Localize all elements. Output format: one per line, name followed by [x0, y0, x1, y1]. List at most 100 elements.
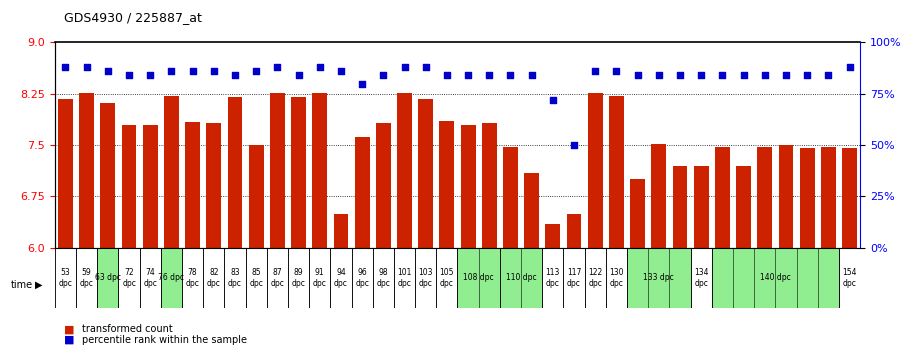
Text: ■: ■ [64, 324, 74, 334]
Point [545, 97, 560, 103]
Point [376, 73, 391, 78]
FancyBboxPatch shape [203, 248, 224, 308]
Point [249, 68, 264, 74]
Point [418, 64, 433, 70]
Text: 110 dpc: 110 dpc [506, 273, 536, 282]
Point [842, 64, 856, 70]
Text: 117
dpc: 117 dpc [567, 268, 581, 287]
Point [609, 68, 624, 74]
FancyBboxPatch shape [288, 248, 309, 308]
FancyBboxPatch shape [55, 248, 76, 308]
Bar [673, 166, 687, 248]
Point [800, 73, 814, 78]
Text: 105
dpc: 105 dpc [439, 268, 454, 287]
Bar [355, 137, 370, 248]
Point [164, 68, 178, 74]
Point [651, 73, 666, 78]
Bar [503, 147, 518, 248]
FancyBboxPatch shape [267, 248, 288, 308]
Bar [524, 172, 539, 248]
Text: 130
dpc: 130 dpc [609, 268, 624, 287]
Text: 63 dpc: 63 dpc [95, 273, 121, 282]
Point [355, 81, 370, 86]
FancyBboxPatch shape [458, 248, 500, 308]
Point [122, 73, 136, 78]
Bar [694, 166, 708, 248]
FancyBboxPatch shape [394, 248, 415, 308]
Point [291, 73, 306, 78]
FancyBboxPatch shape [415, 248, 436, 308]
Bar [609, 96, 624, 248]
Bar [842, 148, 857, 248]
Point [673, 73, 687, 78]
Text: 98
dpc: 98 dpc [376, 268, 391, 287]
FancyBboxPatch shape [606, 248, 627, 308]
Bar [800, 148, 814, 248]
Point [758, 73, 772, 78]
FancyBboxPatch shape [543, 248, 564, 308]
Bar [587, 93, 603, 248]
FancyBboxPatch shape [712, 248, 839, 308]
FancyBboxPatch shape [309, 248, 330, 308]
Point [439, 73, 454, 78]
FancyBboxPatch shape [182, 248, 203, 308]
FancyBboxPatch shape [351, 248, 372, 308]
Point [143, 73, 157, 78]
Point [334, 68, 349, 74]
Point [715, 73, 729, 78]
Bar [312, 93, 328, 248]
Text: 122
dpc: 122 dpc [588, 268, 602, 287]
FancyBboxPatch shape [372, 248, 394, 308]
FancyBboxPatch shape [585, 248, 606, 308]
FancyBboxPatch shape [224, 248, 245, 308]
Bar [228, 97, 242, 248]
Bar [270, 93, 285, 248]
FancyBboxPatch shape [415, 248, 436, 308]
Text: 140 dpc: 140 dpc [760, 273, 791, 282]
Point [207, 68, 221, 74]
Bar [779, 145, 793, 248]
FancyBboxPatch shape [203, 248, 224, 308]
Bar [291, 97, 306, 248]
Text: 154
dpc: 154 dpc [842, 268, 856, 287]
Bar [185, 122, 200, 248]
Point [312, 64, 327, 70]
FancyBboxPatch shape [76, 248, 97, 308]
Point [694, 73, 708, 78]
Text: 87
dpc: 87 dpc [271, 268, 285, 287]
Point [59, 64, 73, 70]
Text: 74
dpc: 74 dpc [144, 268, 157, 287]
Text: 134
dpc: 134 dpc [694, 268, 708, 287]
Text: 59
dpc: 59 dpc [80, 268, 93, 287]
FancyBboxPatch shape [140, 248, 161, 308]
Text: 133 dpc: 133 dpc [643, 273, 674, 282]
Text: GDS4930 / 225887_at: GDS4930 / 225887_at [64, 11, 202, 24]
Point [588, 68, 603, 74]
FancyBboxPatch shape [97, 248, 118, 308]
Text: 83
dpc: 83 dpc [228, 268, 242, 287]
FancyBboxPatch shape [564, 248, 585, 308]
FancyBboxPatch shape [245, 248, 267, 308]
Text: ■: ■ [64, 335, 74, 345]
Text: 94
dpc: 94 dpc [334, 268, 348, 287]
Point [270, 64, 285, 70]
Bar [249, 145, 264, 248]
Text: 78
dpc: 78 dpc [186, 268, 199, 287]
FancyBboxPatch shape [585, 248, 606, 308]
FancyBboxPatch shape [691, 248, 712, 308]
Point [461, 73, 476, 78]
Bar [376, 123, 391, 248]
FancyBboxPatch shape [564, 248, 585, 308]
Text: 89
dpc: 89 dpc [292, 268, 306, 287]
Bar [439, 120, 455, 248]
Bar [101, 103, 115, 248]
FancyBboxPatch shape [351, 248, 372, 308]
Text: 108 dpc: 108 dpc [463, 273, 494, 282]
Bar [397, 93, 412, 248]
Text: 91
dpc: 91 dpc [313, 268, 327, 287]
Bar [545, 224, 560, 248]
FancyBboxPatch shape [288, 248, 309, 308]
FancyBboxPatch shape [394, 248, 415, 308]
Bar [207, 123, 221, 248]
Bar [758, 147, 772, 248]
